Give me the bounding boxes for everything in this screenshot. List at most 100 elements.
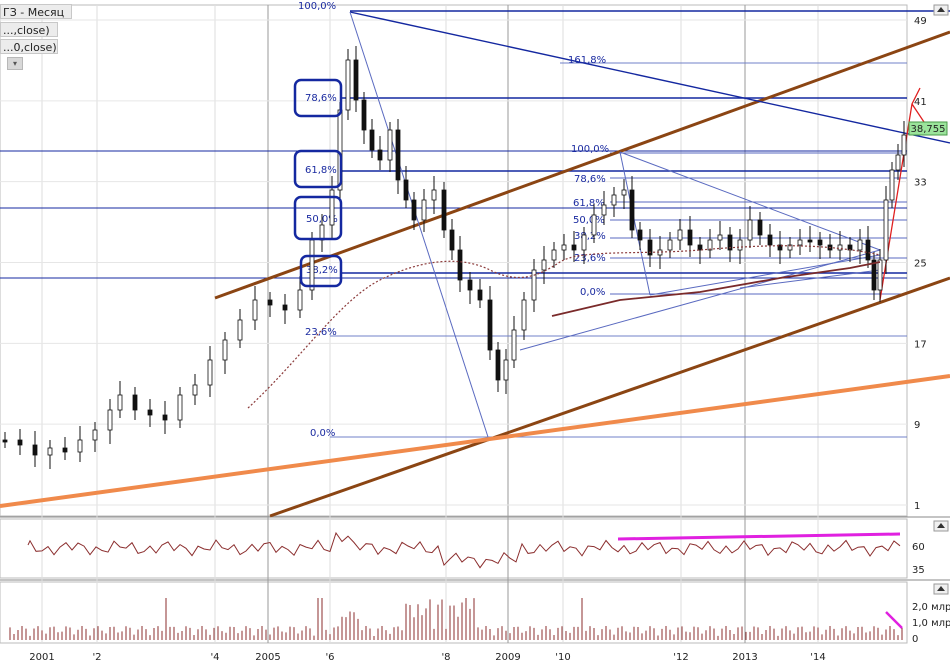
candle-body <box>147 409 153 416</box>
long-trend-line <box>0 374 950 508</box>
candle-body <box>282 304 288 311</box>
indicator-1-legend[interactable]: ...,close)▾ <box>0 22 58 53</box>
candle-body <box>647 239 653 256</box>
price-tick-label: 33 <box>914 178 927 189</box>
candle-body <box>411 199 417 221</box>
candle-body <box>477 289 483 301</box>
candle-body <box>717 234 723 241</box>
candle-body <box>267 299 273 306</box>
candle-body <box>77 439 83 453</box>
candle-body <box>697 244 703 251</box>
candle-body <box>92 429 98 441</box>
chart-title: ГЗ - Месяц <box>3 6 65 19</box>
candle-body <box>767 234 773 246</box>
volume-panel <box>9 598 903 640</box>
candle-body <box>107 409 113 431</box>
fib-diagonal <box>349 11 489 438</box>
candle-body <box>787 244 793 251</box>
candle-body <box>895 154 901 171</box>
candle-body <box>395 129 401 181</box>
candle-body <box>207 359 213 386</box>
range-line <box>619 151 881 251</box>
collapse-icon <box>937 586 945 591</box>
fib-diagonal <box>619 151 651 296</box>
candle-body <box>797 239 803 246</box>
candle-body <box>581 234 587 251</box>
candle-body <box>449 229 455 251</box>
candle-body <box>857 239 863 251</box>
fib-highlight-box <box>299 254 343 288</box>
fib-label: 38,2% <box>306 265 338 276</box>
candle-body <box>369 129 375 151</box>
candle-body <box>403 179 409 201</box>
candle-body <box>431 189 437 201</box>
x-tick-label: '14 <box>810 652 825 663</box>
candle-body <box>865 239 871 261</box>
candle-body <box>487 299 493 351</box>
range-line <box>649 254 881 296</box>
main-panel-frame <box>0 4 908 517</box>
candle-body <box>667 239 673 251</box>
candle-body <box>132 394 138 411</box>
candle-body <box>521 299 527 331</box>
price-tick-label: 49 <box>914 16 927 27</box>
candle-body <box>237 319 243 341</box>
x-tick-label: '6 <box>325 652 334 663</box>
candle-body <box>117 394 123 411</box>
candle-body <box>727 234 733 251</box>
candle-body <box>377 149 383 161</box>
candle-body <box>353 59 359 101</box>
candle-body <box>252 299 258 321</box>
candle-body <box>467 279 473 291</box>
title-bar[interactable]: ГЗ - Месяц▾ <box>0 4 72 35</box>
x-tick-label: '12 <box>673 652 688 663</box>
candle-body <box>777 244 783 251</box>
rsi-line <box>27 531 901 569</box>
candle-body <box>47 447 53 456</box>
candle-body <box>591 214 597 236</box>
x-tick-label: 2009 <box>495 652 520 663</box>
candle-body <box>421 199 427 221</box>
indicator-1-label: ...,close) <box>3 24 50 37</box>
fib-label: 100,0% <box>298 1 336 12</box>
fib2-label: 0,0% <box>580 287 605 298</box>
candle-body <box>561 244 567 251</box>
rsi-panel-frame <box>0 518 908 579</box>
candle-body <box>807 239 813 243</box>
rsi-tick-label: 35 <box>912 565 925 576</box>
x-tick-label: '10 <box>555 652 570 663</box>
x-tick-label: '4 <box>210 652 219 663</box>
rsi-divergence-line <box>617 532 901 541</box>
volume-tick-label: 0 <box>912 634 918 645</box>
rsi-tick-label: 60 <box>912 542 925 553</box>
fib2-label: 50,0% <box>573 215 605 226</box>
candle-body <box>757 219 763 236</box>
volume-trend-line <box>885 611 903 629</box>
ma-long-line <box>551 261 881 317</box>
fib-label: 23,6% <box>305 327 337 338</box>
indicator-2-legend[interactable]: ...0,close) ▾ <box>0 39 58 70</box>
candle-body <box>222 339 228 361</box>
candle-body <box>387 129 393 161</box>
x-tick-label: '2 <box>92 652 101 663</box>
fib2-label: 38,2% <box>574 231 606 242</box>
candle-body <box>361 99 367 131</box>
x-tick-label: '8 <box>441 652 450 663</box>
candle-body <box>162 414 168 421</box>
candle-body <box>687 229 693 246</box>
moving-average <box>247 245 881 409</box>
range-line <box>519 249 881 351</box>
channel-upper <box>214 30 950 300</box>
candle-body <box>309 239 315 291</box>
candle-body <box>611 194 617 206</box>
candle-body <box>177 394 183 421</box>
chevron-down-icon[interactable]: ▾ <box>7 56 23 70</box>
collapse-icon <box>937 523 945 528</box>
candle-body <box>621 189 627 196</box>
candle-body <box>541 259 547 271</box>
candle-body <box>837 244 843 251</box>
descending-resistance <box>349 11 950 144</box>
x-tick-label: 2013 <box>732 652 757 663</box>
fib2-label: 78,6% <box>574 174 606 185</box>
